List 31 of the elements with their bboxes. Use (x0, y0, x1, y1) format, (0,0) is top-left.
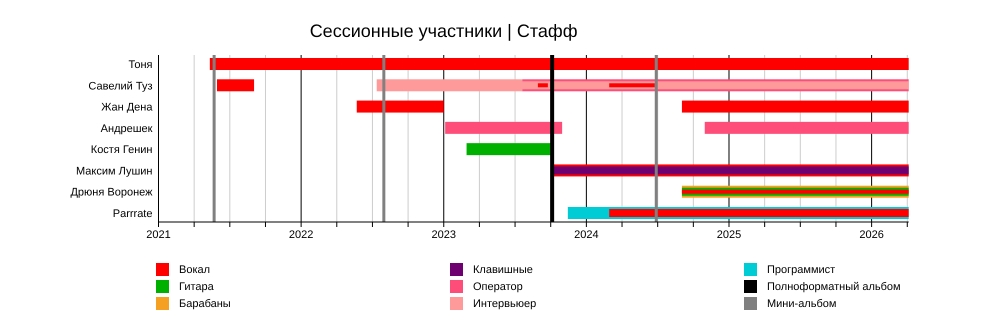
y-tick-label: Максим Лушин (76, 165, 152, 178)
bar (445, 122, 562, 134)
legend-label: Клавишные (473, 264, 533, 276)
bar (704, 122, 909, 134)
legend-label: Гитара (179, 281, 215, 293)
y-tick-label: Савелий Туз (88, 80, 152, 92)
x-tick-label: 2023 (432, 229, 456, 241)
bar (609, 83, 655, 88)
x-tick-label: 2024 (574, 229, 599, 241)
y-tick-label: Жан Дена (101, 102, 154, 114)
y-tick-label: Parrrate (112, 208, 152, 220)
bar (216, 79, 254, 92)
y-tick-label: Андрешек (100, 122, 153, 135)
y-tick-label: Тоня (128, 59, 153, 71)
legend-label: Мини-альбом (767, 298, 836, 310)
legend-label: Барабаны (179, 298, 231, 310)
legend-label: Полноформатный альбом (767, 281, 901, 293)
legend-label: Программист (767, 264, 836, 276)
chart-title: Сессионные участники | Стафф (310, 21, 578, 41)
y-tick-label: Костя Генин (90, 144, 152, 156)
x-tick-label: 2026 (859, 229, 884, 241)
x-tick-label: 2021 (146, 229, 171, 241)
x-tick-label: 2025 (716, 229, 742, 241)
legend-label: Оператор (473, 281, 523, 293)
x-tick-label: 2022 (288, 229, 314, 241)
y-tick-label: Дрюня Воронеж (70, 186, 154, 199)
bar (356, 100, 444, 113)
legend-label: Интервьюер (473, 298, 536, 310)
bar (210, 58, 909, 70)
legend-label: Вокал (179, 264, 210, 276)
bar (466, 143, 551, 156)
